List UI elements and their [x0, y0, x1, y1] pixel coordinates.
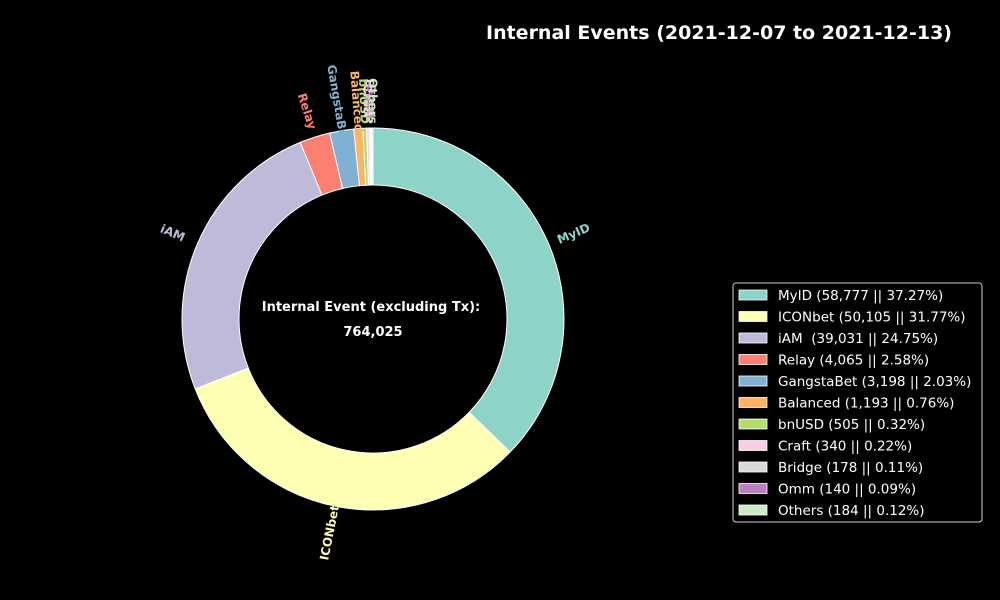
- slice-label-relay: Relay: [295, 91, 320, 131]
- legend-label-bnusd: bnUSD (505 || 0.32%): [778, 417, 925, 433]
- slice-label-bnusd: bnUSD: [356, 78, 372, 124]
- legend-swatch-balanced: [738, 397, 768, 408]
- slice-label-omm: Omm: [364, 83, 378, 118]
- legend-label-myid: MyID (58,777 || 37.27%): [778, 288, 943, 304]
- legend-label-iconbet: ICONbet (50,105 || 31.77%): [778, 310, 966, 326]
- legend-label-bridge: Bridge (178 || 0.11%): [778, 460, 923, 476]
- legend-label-iam: iAM (39,031 || 24.75%): [778, 331, 938, 347]
- legend-label-omm: Omm (140 || 0.09%): [778, 482, 916, 498]
- legend-swatch-myid: [738, 289, 768, 301]
- legend-swatch-omm: [738, 483, 768, 494]
- slices-group: [181, 127, 565, 511]
- legend-swatch-bnusd: [738, 418, 768, 430]
- slice-others: [371, 127, 374, 186]
- slice-label-balanced: Balanced: [347, 70, 366, 133]
- slice-iam: [181, 141, 323, 390]
- center-value: 764,025: [343, 325, 402, 340]
- legend-label-relay: Relay (4,065 || 2.58%): [778, 353, 929, 369]
- legend-label-craft: Craft (340 || 0.22%): [778, 439, 912, 455]
- slice-iconbet: [194, 367, 511, 511]
- slice-label-craft: Craft: [360, 84, 375, 118]
- legend-swatch-craft: [738, 440, 768, 451]
- legend-swatch-iam: [738, 332, 768, 344]
- legend-label-gangstabet: GangstaBet (3,198 || 2.03%): [778, 374, 971, 390]
- center-label: Internal Event (excluding Tx):: [262, 300, 481, 315]
- slice-label-gangstabet: GangstaBet: [324, 64, 351, 145]
- slice-label-iam: iAM: [158, 222, 187, 245]
- legend-swatch-relay: [738, 354, 768, 365]
- legend-swatch-others: [738, 504, 768, 516]
- legend-items: MyID (58,777 || 37.27%) ICONbet (50,105 |…: [738, 288, 971, 519]
- legend: MyID (58,777 || 37.27%) ICONbet (50,105 |…: [732, 282, 983, 523]
- legend-label-balanced: Balanced (1,193 || 0.76%): [778, 396, 954, 412]
- slice-label-others: Others: [366, 78, 380, 124]
- slice-label-bridge: Bridge: [363, 79, 378, 124]
- legend-label-others: Others (184 || 0.12%): [778, 503, 925, 519]
- chart-title: Internal Events (2021-12-07 to 2021-12-1…: [486, 22, 952, 44]
- legend-swatch-gangstabet: [738, 375, 768, 387]
- legend-frame: [732, 282, 983, 523]
- slice-label-myid: MyID: [555, 221, 592, 247]
- legend-swatch-bridge: [738, 461, 768, 473]
- slice-myid: [372, 127, 565, 453]
- slice-label-iconbet: ICONbet: [317, 504, 342, 562]
- legend-swatch-iconbet: [738, 311, 768, 322]
